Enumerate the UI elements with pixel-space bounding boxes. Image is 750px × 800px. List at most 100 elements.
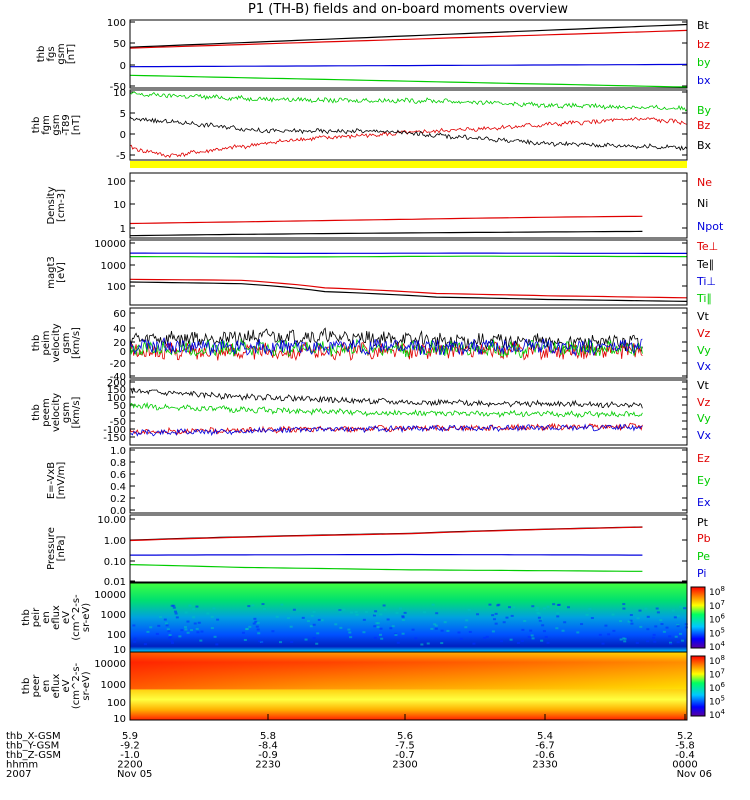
spectrogram-speckle bbox=[555, 627, 559, 630]
series-temperature-Te⊥ bbox=[129, 278, 688, 299]
ylabel-line: gsm bbox=[61, 402, 72, 423]
spectrogram-speckle bbox=[414, 637, 418, 640]
series-fgm-t89-Bz bbox=[129, 116, 688, 159]
spectrogram-speckle bbox=[636, 617, 640, 620]
spectrogram-speckle bbox=[376, 622, 380, 625]
ylabel-line: peir bbox=[31, 607, 42, 627]
panel-fgm-t89: thbfgmgsm-T89[nT] 10 5 0 -5 By Bz Bx bbox=[31, 88, 712, 162]
spectrogram-speckle bbox=[290, 640, 294, 643]
spectrogram-speckle bbox=[349, 611, 353, 614]
ytick-label: 10.00 bbox=[97, 515, 126, 526]
xaxis-value: -1.0 bbox=[120, 750, 140, 761]
spectrogram-speckle bbox=[166, 628, 170, 631]
spectrogram-speckle bbox=[210, 627, 214, 630]
spectrogram-speckle bbox=[433, 623, 437, 626]
spectrogram-speckle bbox=[373, 625, 377, 628]
spectrogram-speckle bbox=[629, 619, 633, 622]
spectrogram-speckle bbox=[542, 630, 546, 633]
spectrogram-speckle bbox=[588, 607, 592, 610]
ytick-label: 100 bbox=[107, 177, 126, 188]
ylabel-line: [nPa] bbox=[56, 535, 67, 561]
spectrogram-speckle bbox=[638, 609, 642, 612]
series-density-Ne bbox=[129, 215, 643, 225]
ytick-label: 1000 bbox=[101, 261, 126, 272]
spectrogram-speckle bbox=[679, 605, 683, 608]
spectrogram-speckle bbox=[492, 618, 496, 621]
ytick-label: 100 bbox=[107, 698, 126, 709]
series-fgs-by bbox=[129, 74, 688, 88]
ylabel-peim-velocity: thbpeimvelocitygsm[km/s] bbox=[31, 323, 82, 362]
ytick-label: 1000 bbox=[101, 680, 126, 691]
panel-frame bbox=[129, 239, 688, 306]
ytick-label: 1000 bbox=[101, 610, 126, 621]
spectrogram-speckle bbox=[143, 643, 147, 646]
ytick-label: 0 bbox=[120, 130, 126, 141]
spectrogram-speckle bbox=[476, 613, 480, 616]
spectrogram-speckle bbox=[212, 607, 216, 610]
xaxis-value: -5.8 bbox=[675, 741, 695, 752]
xaxis-value: -0.4 bbox=[675, 750, 695, 761]
spectrogram-speckle bbox=[348, 631, 352, 634]
colorbar-label: 106 bbox=[709, 681, 725, 694]
spectrogram-speckle bbox=[248, 625, 252, 628]
spectrogram-speckle bbox=[684, 623, 688, 626]
ylabel-line: (cm^2-s- bbox=[71, 594, 82, 641]
spectrogram-speckle bbox=[380, 637, 384, 640]
spectrogram-speckle bbox=[355, 613, 359, 616]
legend-peem-velocity-item: Vy bbox=[697, 412, 711, 425]
panel-peir-spectrogram: thbpeirenefluxeV(cm^2-s-sr-eV)10000 1000 1… bbox=[21, 582, 725, 656]
spectrogram-speckle bbox=[391, 625, 395, 628]
spectrogram-speckle bbox=[507, 606, 511, 609]
series-pressure-Pi bbox=[130, 553, 643, 556]
xaxis-row-label: hhmm bbox=[6, 760, 38, 771]
spectrogram-speckle bbox=[255, 625, 259, 628]
spectrogram-speckle bbox=[434, 624, 438, 627]
ylabel-line: [cm-3] bbox=[56, 189, 67, 222]
spectrogram-speckle bbox=[472, 642, 476, 645]
spectrogram-speckle bbox=[629, 614, 633, 617]
ylabel-temperature: magt3[eV] bbox=[46, 256, 67, 289]
spectrogram-speckle bbox=[488, 603, 492, 606]
colorbar-label: 107 bbox=[709, 668, 725, 681]
series-temperature-Te∥ bbox=[129, 281, 688, 302]
spectrogram-speckle bbox=[494, 612, 498, 615]
spectrogram-speckle bbox=[175, 616, 179, 619]
spectrogram-speckle bbox=[258, 640, 262, 643]
spectrogram-speckle bbox=[174, 610, 178, 613]
spectrogram-speckle bbox=[656, 611, 660, 614]
spectrogram-speckle bbox=[362, 618, 366, 621]
spectrogram-speckle bbox=[378, 633, 382, 636]
colorbar bbox=[690, 655, 706, 717]
spectrogram-speckle bbox=[491, 630, 495, 633]
series-temperature-Ti∥ bbox=[130, 255, 687, 258]
spectrogram-speckle bbox=[509, 638, 513, 641]
ylabel-line: gsm bbox=[51, 114, 62, 135]
legend-temperature-item: Ti⊥ bbox=[696, 275, 716, 288]
ytick-label: 1.00 bbox=[104, 536, 126, 547]
spectrogram-speckle bbox=[662, 630, 666, 633]
colorbar-label: 108 bbox=[709, 654, 725, 667]
spectrogram-speckle bbox=[520, 639, 524, 642]
ylabel-line: E=-VxB bbox=[46, 462, 57, 499]
panel-efield: E=-VxB[mV/m] 1.00.80.60.40.20.0 Ez Ey Ex bbox=[46, 446, 711, 517]
spectrogram-speckle bbox=[184, 628, 188, 631]
ylabel-line: thb bbox=[31, 335, 42, 352]
ylabel-line: thb bbox=[21, 609, 32, 626]
ytick-label: 50 bbox=[113, 39, 126, 50]
spectrogram-speckle bbox=[342, 608, 346, 611]
spectrogram-speckle bbox=[301, 616, 305, 619]
xaxis-value: -9.2 bbox=[120, 741, 140, 752]
ylabel-line: thb bbox=[31, 404, 42, 421]
panel-frame bbox=[129, 19, 688, 89]
spectrogram-speckle bbox=[243, 638, 247, 641]
xaxis-value: -6.7 bbox=[535, 741, 555, 752]
spectrogram-speckle bbox=[673, 616, 677, 619]
ytick-label: 0 bbox=[120, 347, 126, 358]
colorbar-label: 107 bbox=[709, 599, 725, 612]
spectrogram-speckle bbox=[468, 630, 472, 633]
xaxis-value: 0000 bbox=[672, 760, 697, 771]
ytick-label: 1 bbox=[120, 224, 126, 235]
spectrogram-speckle bbox=[275, 615, 279, 618]
spectrogram-speckle bbox=[539, 618, 543, 621]
ylabel-line: fgs bbox=[46, 46, 57, 61]
